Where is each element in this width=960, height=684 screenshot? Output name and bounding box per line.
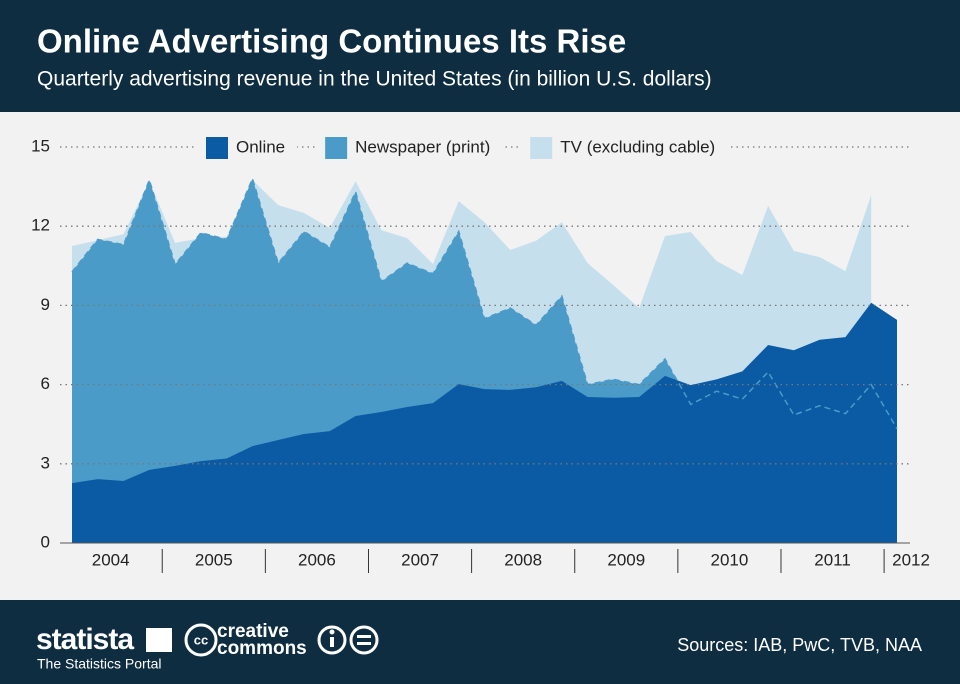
y-tick-label: 3 xyxy=(41,453,50,472)
x-tick-label: 2012 xyxy=(892,550,930,569)
cc-icon xyxy=(184,623,218,657)
sources: Sources: IAB, PwC, TVB, NAA xyxy=(677,635,922,655)
x-tick-label: 2007 xyxy=(401,550,439,569)
legend-swatch xyxy=(530,137,553,159)
x-tick-label: 2006 xyxy=(298,550,336,569)
x-tick-label: 2004 xyxy=(92,550,130,569)
by-icon xyxy=(317,625,347,655)
tagline: The Statistics Portal xyxy=(37,656,162,672)
legend-swatch xyxy=(325,137,348,159)
area xyxy=(72,302,897,543)
x-tick-label: 2005 xyxy=(195,550,233,569)
by-icon-part xyxy=(330,637,334,647)
legend-bg xyxy=(520,132,728,164)
plot: 0 3 6 9 12 15 2004 2005 2006 2007 2008 2009 2010 2011… xyxy=(31,132,930,573)
brand: statista xyxy=(36,623,134,656)
y-tick-label: 6 xyxy=(41,374,50,393)
series-line xyxy=(71,176,898,430)
nd-icon xyxy=(349,625,379,655)
y-tick-label: 9 xyxy=(41,295,50,314)
legend-swatch xyxy=(206,137,228,159)
brand-icon xyxy=(146,628,172,652)
header-bg xyxy=(0,0,960,112)
chart-title: Online Advertising Continues Its Rise xyxy=(37,23,626,60)
legend: Online Newspaper (print) TV (excluding cab… xyxy=(196,132,728,164)
y-tick-label: 12 xyxy=(31,216,50,235)
cc-top: creative xyxy=(217,621,289,642)
x-tick-label: 2011 xyxy=(814,550,851,569)
legend-label: TV (excluding cable) xyxy=(560,137,715,156)
legend-label: Newspaper (print) xyxy=(355,137,490,156)
x-tick-label: 2010 xyxy=(711,550,749,569)
y-tick-label: 15 xyxy=(31,136,50,155)
y-tick-label: 0 xyxy=(41,532,50,551)
cc-bottom: commons xyxy=(217,638,307,659)
by-icon-part xyxy=(329,629,335,635)
legend-label: Online xyxy=(236,137,285,156)
nd-icon-part xyxy=(357,642,371,645)
x-tick-label: 2009 xyxy=(607,550,645,569)
chart-subtitle: Quarterly advertising revenue in the Uni… xyxy=(37,68,712,91)
cc-icon-text: cc xyxy=(194,632,208,647)
nd-icon-part xyxy=(357,635,371,638)
x-tick-label: 2008 xyxy=(504,550,542,569)
